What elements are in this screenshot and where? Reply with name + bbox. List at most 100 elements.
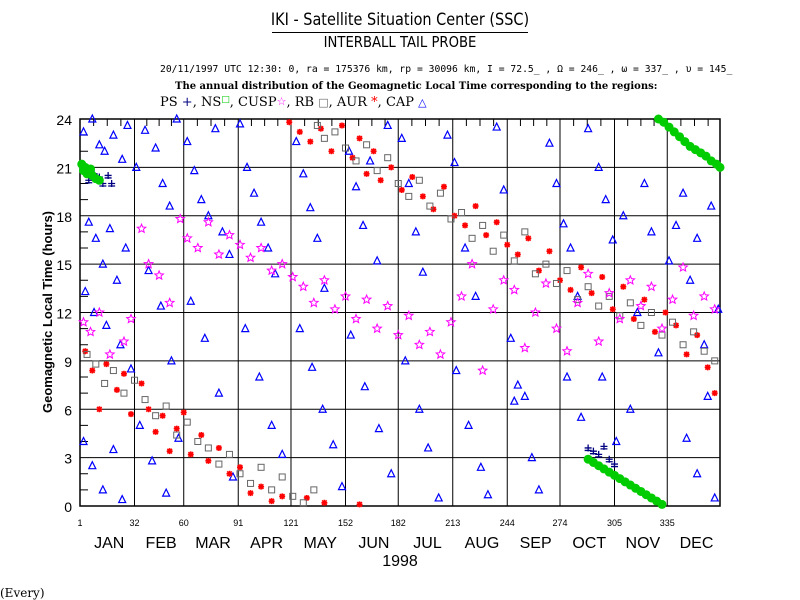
point-cap (79, 126, 88, 136)
point-cap (249, 187, 259, 197)
point-cusp (361, 293, 373, 305)
point-aur (338, 122, 345, 129)
point-cap (601, 194, 611, 204)
legend-rb-symbol: □ (318, 96, 329, 109)
point-aur (419, 193, 426, 200)
point-rb (584, 283, 592, 291)
point-aur (303, 494, 310, 501)
point-cap (318, 403, 328, 413)
point-cap (144, 265, 154, 275)
point-cap (200, 332, 210, 342)
point-cusp (487, 303, 499, 314)
y-tick-label: 12 (56, 306, 72, 322)
point-cusp (371, 322, 383, 334)
point-cap (312, 232, 322, 242)
point-cusp (192, 242, 204, 253)
point-aur (472, 203, 479, 210)
point-aur (328, 148, 335, 155)
point-cap (186, 295, 196, 305)
point-cap (383, 120, 393, 130)
point-cap (172, 113, 182, 123)
point-cap (87, 460, 97, 470)
point-aur (103, 361, 110, 368)
point-cap (608, 234, 618, 244)
legend-ns-symbol: □ (221, 95, 230, 105)
point-cap (443, 129, 452, 139)
month-label: OCT (572, 535, 606, 552)
orbit-parameters: 20/11/1997 UTC 12:30: 0, ra = 175376 km,… (160, 64, 733, 75)
point-cap (476, 461, 486, 471)
point-cap (509, 395, 519, 405)
point-cap (360, 381, 370, 391)
month-label: MAY (303, 535, 337, 552)
point-cap (632, 307, 642, 317)
point-cap (140, 124, 150, 134)
point-rb (489, 247, 497, 255)
point-rb (500, 231, 508, 239)
point-aur (138, 380, 145, 387)
point-rb (92, 360, 100, 368)
point-cusp (339, 290, 352, 302)
point-cap (372, 255, 382, 265)
point-rb (542, 260, 550, 268)
point-cusp (508, 284, 520, 295)
point-cap (84, 216, 94, 226)
point-aur (370, 148, 377, 155)
point-cap (108, 444, 118, 454)
point-aur (546, 248, 553, 255)
point-cap (594, 162, 604, 171)
point-rb (373, 167, 381, 175)
point-cusp (392, 329, 404, 340)
x-tick-label: 182 (391, 518, 406, 528)
point-aur (430, 206, 437, 213)
point-aur (205, 457, 212, 464)
point-rb (531, 270, 539, 278)
legend-aur-label: AUR (336, 95, 368, 110)
legend-rb-label: RB (294, 95, 315, 110)
point-cap (451, 365, 461, 375)
point-cap (328, 439, 338, 449)
point-cusp (318, 274, 330, 285)
x-tick-label: 121 (283, 518, 298, 528)
point-cap (400, 355, 410, 365)
point-cap (646, 226, 656, 236)
point-aur (356, 135, 363, 142)
point-aur (651, 328, 658, 335)
point-rb (313, 121, 321, 129)
point-cap (346, 329, 356, 339)
point-cap (254, 371, 264, 381)
point-cusp (104, 348, 116, 360)
point-rb (700, 347, 708, 355)
x-tick-label: 60 (179, 518, 189, 528)
point-rb (247, 479, 255, 487)
month-label: DEC (680, 535, 714, 552)
point-cusp (424, 326, 436, 337)
point-cusp (234, 238, 246, 250)
point-cap (307, 361, 317, 371)
point-rb (310, 486, 318, 494)
point-rb (552, 279, 560, 287)
point-aur (363, 170, 370, 177)
point-cap (625, 403, 635, 413)
legend-aur-symbol: * (371, 95, 378, 110)
point-rb (341, 144, 349, 152)
point-aur (673, 322, 680, 329)
y-tick-label: 0 (64, 499, 72, 515)
point-rb (711, 357, 719, 365)
y-tick-label: 24 (56, 112, 72, 128)
page-title: IKI - Satellite Situation Center (SSC) (270, 10, 530, 30)
point-rb (521, 228, 529, 236)
point-cusp (382, 300, 394, 311)
point-aur (159, 412, 166, 419)
point-rb (468, 234, 476, 242)
point-rb (595, 302, 603, 310)
point-cap (161, 487, 171, 497)
point-cap (499, 184, 509, 194)
point-cusp (245, 251, 257, 263)
point-aur (451, 212, 458, 219)
point-aur (609, 306, 616, 313)
point-aur (198, 432, 205, 439)
point-rb (669, 318, 677, 326)
point-cap (319, 282, 329, 292)
point-rb (574, 296, 582, 304)
